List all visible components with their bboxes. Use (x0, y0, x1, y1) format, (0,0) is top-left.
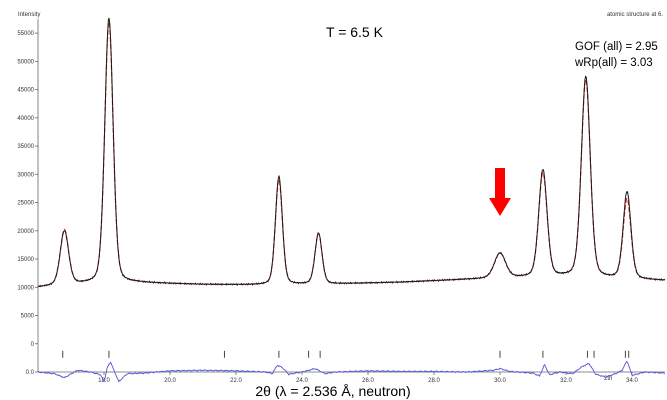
y-axis-label: Intensity (18, 12, 40, 18)
y-tick-label: 55000 (17, 31, 34, 37)
reflection-markers (62, 350, 630, 358)
y-tick-label: 40000 (17, 116, 34, 122)
y-tick-label: 5000 (21, 314, 35, 320)
y-tick-label: 20000 (17, 229, 34, 235)
window-title: atomic structure at 6. (607, 12, 663, 18)
x-axis-title: 2θ (λ = 2.536 Å, neutron) (255, 383, 410, 399)
y-tick-label: 0.0 (26, 370, 35, 376)
y-ticks: 5500050000450004000035000300002500020000… (17, 31, 38, 376)
y-tick-label: 25000 (17, 201, 34, 207)
y-tick-label: 50000 (17, 59, 34, 65)
red-arrow-icon (489, 168, 511, 216)
x-tick-label: 24.0 (296, 378, 308, 384)
wrp-label: wRp(all) = 3.03 (574, 57, 653, 69)
y-tick-label: 15000 (17, 257, 34, 263)
x-tick-label: 26.0 (362, 378, 374, 384)
y-tick-label: 45000 (17, 88, 34, 94)
observed-pattern-line (37, 17, 666, 288)
x-tick-label: 32.0 (560, 378, 572, 384)
y-tick-label: 30000 (17, 172, 34, 178)
gof-label: GOF (all) = 2.95 (575, 41, 658, 53)
x-tick-label: 22.0 (230, 378, 242, 384)
y-tick-label: 0 (31, 342, 35, 348)
x-tick-label: 20.0 (164, 378, 176, 384)
x-tick-label: 28.0 (428, 378, 440, 384)
y-tick-label: 35000 (17, 144, 34, 150)
temperature-label: T = 6.5 K (326, 24, 384, 40)
x-unit-label: 2th (604, 376, 612, 382)
difference-curve (37, 360, 666, 383)
y-tick-label: 10000 (17, 285, 34, 291)
x-tick-label: 30.0 (494, 378, 506, 384)
x-tick-label: 34.0 (626, 378, 638, 384)
